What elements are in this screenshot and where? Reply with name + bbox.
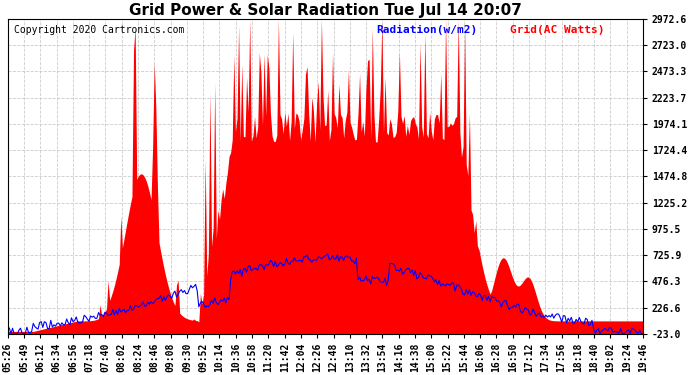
Title: Grid Power & Solar Radiation Tue Jul 14 20:07: Grid Power & Solar Radiation Tue Jul 14 … [129,3,522,18]
Text: Copyright 2020 Cartronics.com: Copyright 2020 Cartronics.com [14,25,184,35]
Text: Radiation(w/m2): Radiation(w/m2) [376,25,477,35]
Text: Grid(AC Watts): Grid(AC Watts) [509,25,604,35]
